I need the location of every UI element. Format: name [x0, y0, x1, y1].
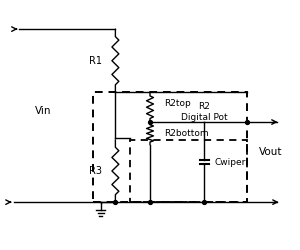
- Bar: [130, 140, 247, 202]
- Text: R2
Digital Pot: R2 Digital Pot: [181, 102, 228, 122]
- Text: Cwiper: Cwiper: [214, 158, 246, 166]
- Bar: [93, 92, 247, 202]
- Text: R2top: R2top: [164, 99, 190, 108]
- Text: R1: R1: [89, 56, 102, 66]
- Text: Vin: Vin: [35, 106, 52, 116]
- Text: R2bottom: R2bottom: [164, 129, 208, 138]
- Text: Vout: Vout: [259, 147, 282, 157]
- Text: R3: R3: [89, 166, 102, 176]
